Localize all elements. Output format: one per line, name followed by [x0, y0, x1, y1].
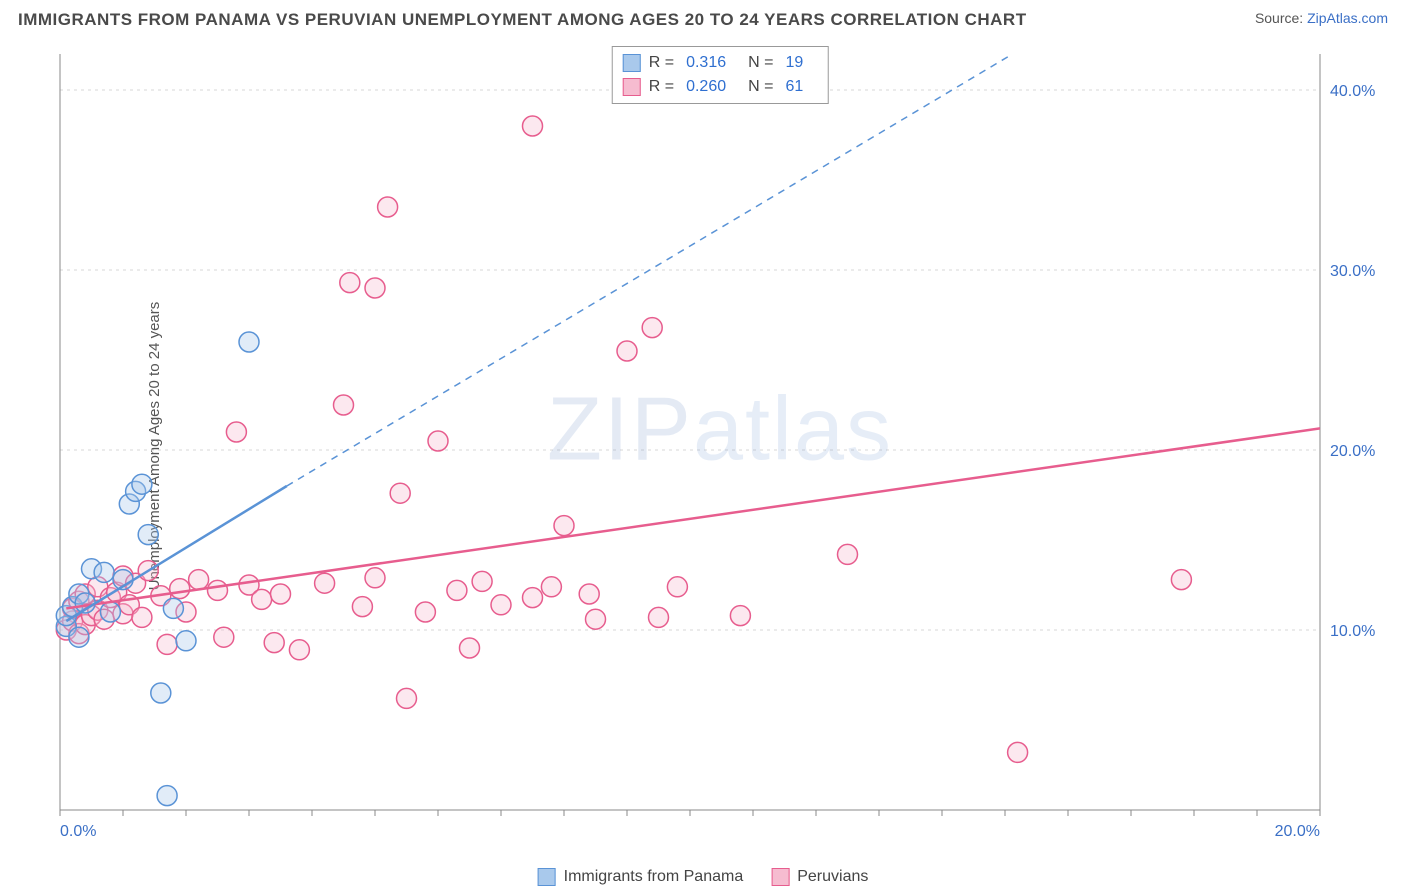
- data-point: [460, 638, 480, 658]
- data-point: [214, 627, 234, 647]
- r-label: R =: [649, 75, 674, 99]
- data-point: [554, 516, 574, 536]
- data-point: [239, 332, 259, 352]
- data-point: [334, 395, 354, 415]
- data-point: [315, 573, 335, 593]
- data-point: [447, 580, 467, 600]
- legend-row: R = 0.260 N = 61: [623, 75, 818, 99]
- data-point: [289, 640, 309, 660]
- series-legend: Immigrants from Panama Peruvians: [538, 868, 869, 886]
- plot-area: ZIPatlas 0.0%20.0%10.0%20.0%30.0%40.0% R…: [50, 46, 1390, 846]
- data-point: [163, 598, 183, 618]
- data-point: [617, 341, 637, 361]
- data-point: [176, 631, 196, 651]
- correlation-legend: R = 0.316 N = 19 R = 0.260 N = 61: [612, 46, 829, 104]
- data-point: [415, 602, 435, 622]
- trend-line-extrapolated: [287, 54, 1013, 486]
- data-point: [579, 584, 599, 604]
- n-label: N =: [748, 75, 773, 99]
- data-point: [838, 544, 858, 564]
- data-point: [667, 577, 687, 597]
- data-point: [189, 570, 209, 590]
- data-point: [365, 568, 385, 588]
- data-point: [491, 595, 511, 615]
- data-point: [642, 318, 662, 338]
- r-value: 0.260: [686, 75, 726, 99]
- data-point: [208, 580, 228, 600]
- data-point: [649, 607, 669, 627]
- n-label: N =: [748, 51, 773, 75]
- source-link[interactable]: ZipAtlas.com: [1307, 10, 1388, 26]
- svg-text:10.0%: 10.0%: [1330, 623, 1375, 640]
- legend-label: Immigrants from Panama: [564, 868, 744, 886]
- data-point: [157, 786, 177, 806]
- n-value: 61: [785, 75, 803, 99]
- data-point: [365, 278, 385, 298]
- data-point: [138, 525, 158, 545]
- data-point: [523, 588, 543, 608]
- data-point: [541, 577, 561, 597]
- data-point: [94, 562, 114, 582]
- r-value: 0.316: [686, 51, 726, 75]
- source-attribution: Source: ZipAtlas.com: [1255, 10, 1388, 26]
- n-value: 19: [785, 51, 803, 75]
- data-point: [132, 474, 152, 494]
- data-point: [472, 571, 492, 591]
- data-point: [151, 683, 171, 703]
- data-point: [100, 602, 120, 622]
- svg-text:20.0%: 20.0%: [1275, 823, 1320, 840]
- legend-swatch: [538, 868, 556, 886]
- chart-title: IMMIGRANTS FROM PANAMA VS PERUVIAN UNEMP…: [18, 10, 1027, 30]
- legend-item: Immigrants from Panama: [538, 868, 744, 886]
- legend-item: Peruvians: [771, 868, 868, 886]
- data-point: [132, 607, 152, 627]
- data-point: [352, 597, 372, 617]
- data-point: [340, 273, 360, 293]
- legend-swatch: [771, 868, 789, 886]
- trend-line: [66, 428, 1320, 608]
- data-point: [271, 584, 291, 604]
- legend-label: Peruvians: [797, 868, 868, 886]
- data-point: [252, 589, 272, 609]
- data-point: [157, 634, 177, 654]
- data-point: [428, 431, 448, 451]
- svg-text:30.0%: 30.0%: [1330, 263, 1375, 280]
- svg-text:20.0%: 20.0%: [1330, 443, 1375, 460]
- data-point: [226, 422, 246, 442]
- data-point: [170, 579, 190, 599]
- source-prefix: Source:: [1255, 10, 1307, 26]
- data-point: [523, 116, 543, 136]
- data-point: [1008, 742, 1028, 762]
- data-point: [378, 197, 398, 217]
- header-bar: IMMIGRANTS FROM PANAMA VS PERUVIAN UNEMP…: [0, 0, 1406, 36]
- svg-text:40.0%: 40.0%: [1330, 83, 1375, 100]
- data-point: [586, 609, 606, 629]
- data-point: [264, 633, 284, 653]
- r-label: R =: [649, 51, 674, 75]
- data-point: [397, 688, 417, 708]
- legend-row: R = 0.316 N = 19: [623, 51, 818, 75]
- data-point: [1171, 570, 1191, 590]
- legend-swatch: [623, 78, 641, 96]
- data-point: [730, 606, 750, 626]
- scatter-chart: 0.0% 20.0% 10.0% 20.0% 30.0% 40.0%: [50, 46, 1390, 846]
- data-point: [69, 627, 89, 647]
- data-point: [390, 483, 410, 503]
- legend-swatch: [623, 54, 641, 72]
- svg-text:0.0%: 0.0%: [60, 823, 96, 840]
